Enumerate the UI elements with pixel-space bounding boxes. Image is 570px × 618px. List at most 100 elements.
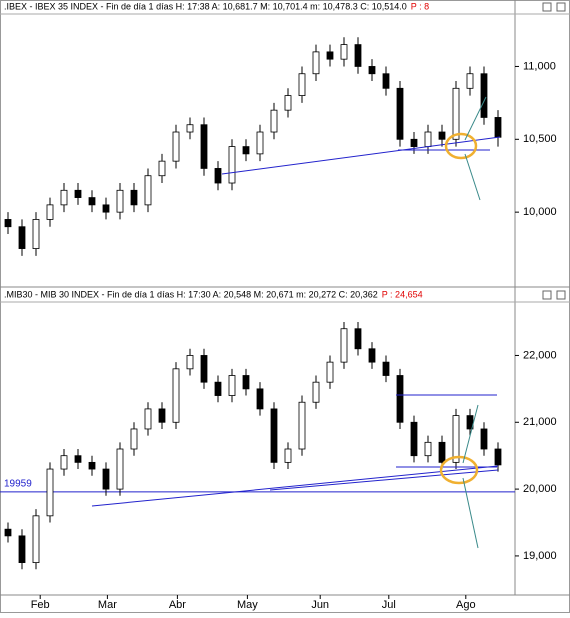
candle-body bbox=[186, 124, 194, 133]
icon[interactable] bbox=[542, 2, 552, 12]
candle-body bbox=[312, 51, 320, 75]
candle-body bbox=[382, 73, 390, 89]
candle-body bbox=[242, 146, 250, 155]
header-icons bbox=[542, 2, 566, 300]
trend-line bbox=[221, 136, 501, 175]
arrow bbox=[462, 404, 479, 464]
x-tick-label: Ago bbox=[456, 599, 476, 611]
candle-body bbox=[368, 348, 376, 363]
candle-body bbox=[228, 146, 236, 184]
x-tick-label: May bbox=[237, 599, 258, 611]
trend-line bbox=[91, 465, 499, 507]
candle-body bbox=[144, 408, 152, 430]
candle-body bbox=[172, 131, 180, 162]
candle-body bbox=[32, 219, 40, 249]
candle-body bbox=[396, 375, 404, 423]
candle-body bbox=[116, 448, 124, 490]
candle-body bbox=[74, 455, 82, 463]
y-tick-label: 21,000 bbox=[523, 416, 557, 428]
icon[interactable] bbox=[556, 290, 566, 300]
icon[interactable] bbox=[542, 290, 552, 300]
reference-label: 19959 bbox=[4, 478, 32, 489]
candle-body bbox=[368, 66, 376, 75]
candle-body bbox=[326, 51, 334, 60]
x-tick-label: Jul bbox=[382, 599, 396, 611]
y-tick-label: 10,500 bbox=[523, 133, 557, 145]
candle-body bbox=[214, 381, 222, 396]
candle-body bbox=[158, 408, 166, 423]
candle-body bbox=[452, 415, 460, 463]
panel-header: .IBEX - IBEX 35 INDEX - Fin de día 1 día… bbox=[4, 1, 407, 11]
candle-body bbox=[438, 441, 446, 463]
candle-body bbox=[396, 87, 404, 140]
candle-body bbox=[32, 515, 40, 564]
arrow bbox=[464, 96, 487, 141]
candle-body bbox=[172, 368, 180, 423]
candle-body bbox=[130, 428, 138, 450]
y-tick-label: 10,000 bbox=[523, 206, 557, 218]
candle-body bbox=[256, 388, 264, 410]
candle-body bbox=[200, 124, 208, 169]
candle-body bbox=[158, 160, 166, 177]
candle-body bbox=[88, 197, 96, 206]
candle-body bbox=[74, 189, 82, 198]
candle-body bbox=[382, 361, 390, 376]
candle-body bbox=[354, 44, 362, 67]
y-tick-label: 22,000 bbox=[523, 349, 557, 361]
candle-body bbox=[480, 428, 488, 450]
candle-body bbox=[214, 168, 222, 184]
panel-header-p: P : 24,654 bbox=[382, 289, 423, 299]
candle-body bbox=[270, 408, 278, 463]
candle-body bbox=[270, 109, 278, 133]
candle-body bbox=[298, 73, 306, 96]
x-tick-label: Feb bbox=[31, 599, 50, 611]
candle-body bbox=[242, 375, 250, 390]
candle-body bbox=[116, 189, 124, 213]
y-tick-label: 19,000 bbox=[523, 550, 557, 562]
candle-body bbox=[46, 204, 54, 220]
candle-body bbox=[18, 535, 26, 564]
candle-body bbox=[144, 175, 152, 206]
candle-body bbox=[60, 455, 68, 470]
candle-body bbox=[354, 328, 362, 350]
highlight-ellipse bbox=[439, 455, 479, 485]
x-tick-label: Jun bbox=[311, 599, 329, 611]
candle-body bbox=[46, 468, 54, 517]
candle-body bbox=[312, 381, 320, 403]
candle-body bbox=[284, 448, 292, 463]
candle-body bbox=[4, 219, 12, 228]
candle-body bbox=[284, 95, 292, 111]
arrow bbox=[462, 477, 479, 549]
candle-body bbox=[326, 361, 334, 383]
candle-body bbox=[60, 189, 68, 206]
candle-body bbox=[466, 415, 474, 430]
arrow bbox=[464, 153, 481, 201]
y-tick-label: 20,000 bbox=[523, 483, 557, 495]
annotations bbox=[91, 96, 501, 549]
candle-body bbox=[102, 204, 110, 213]
candle-body bbox=[494, 448, 502, 466]
highlight-ellipse bbox=[444, 132, 478, 160]
candle-body bbox=[200, 355, 208, 383]
candle-body bbox=[452, 87, 460, 140]
candle-body bbox=[466, 73, 474, 89]
candle-body bbox=[410, 138, 418, 147]
candle-body bbox=[228, 375, 236, 396]
panel-header: .MIB30 - MIB 30 INDEX - Fin de día 1 día… bbox=[4, 289, 378, 299]
x-tick-label: Mar bbox=[98, 599, 117, 611]
candle-body bbox=[256, 131, 264, 155]
x-tick-label: Abr bbox=[169, 599, 186, 611]
candle-body bbox=[298, 401, 306, 450]
candle-body bbox=[340, 44, 348, 60]
candle-body bbox=[438, 131, 446, 140]
candle-body bbox=[18, 226, 26, 249]
y-tick-label: 11,000 bbox=[523, 60, 556, 72]
candle-body bbox=[102, 468, 110, 490]
candle-body bbox=[88, 461, 96, 470]
candle-body bbox=[340, 328, 348, 363]
candle-body bbox=[130, 189, 138, 206]
candle-body bbox=[480, 73, 488, 118]
candle-body bbox=[4, 528, 12, 537]
icon[interactable] bbox=[556, 2, 566, 12]
